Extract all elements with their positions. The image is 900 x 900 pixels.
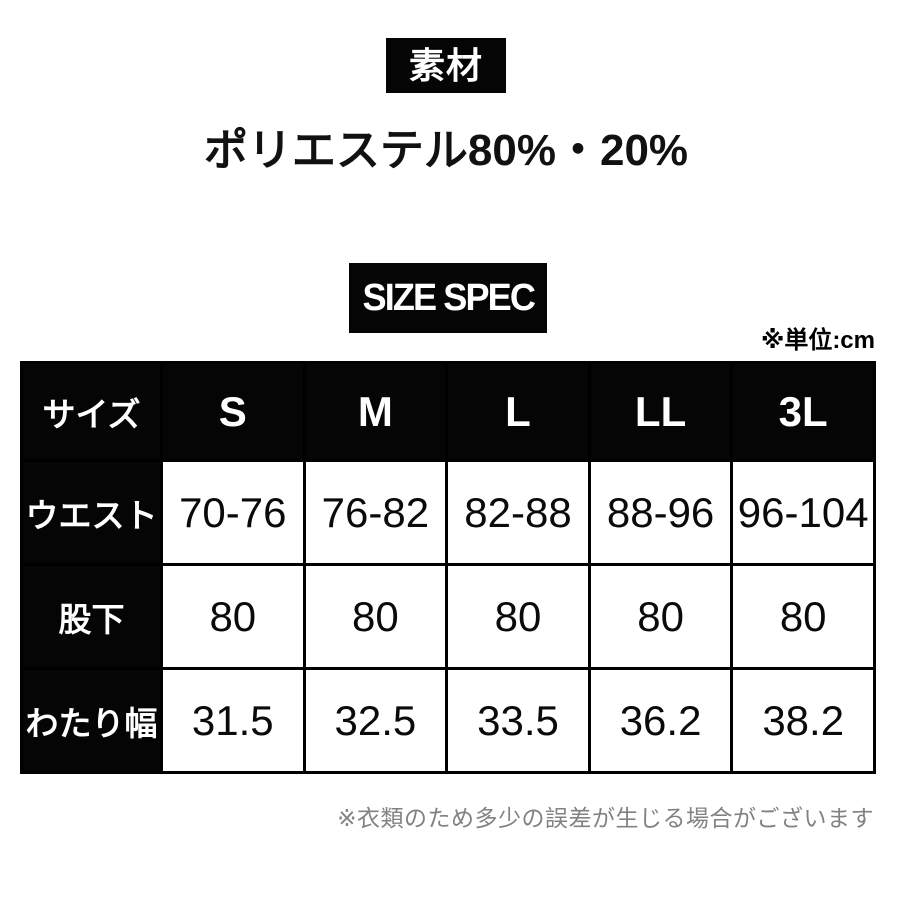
inseam-value-m: 80 [302, 563, 449, 670]
table-row-inseam: 股下 80 80 80 80 80 [20, 563, 876, 670]
inseam-value-3l: 80 [730, 563, 876, 670]
column-header-s: S [160, 361, 306, 462]
size-spec-table-wrap: サイズ S M L LL 3L ウエスト 70-76 76-82 82-88 8… [20, 361, 876, 774]
size-spec-heading-box: SIZE SPEC [349, 263, 547, 333]
waist-value-s: 70-76 [160, 459, 306, 566]
row-label-waist: ウエスト [20, 459, 163, 566]
column-header-ll: LL [587, 361, 734, 462]
size-spec-table: サイズ S M L LL 3L ウエスト 70-76 76-82 82-88 8… [20, 361, 876, 774]
inseam-value-ll: 80 [587, 563, 734, 670]
thigh-value-l: 33.5 [445, 667, 591, 774]
thigh-value-m: 32.5 [302, 667, 449, 774]
corner-cell-size-label: サイズ [20, 361, 163, 462]
table-header-row: サイズ S M L LL 3L [20, 361, 876, 462]
material-heading-box: 素材 [386, 38, 506, 93]
thigh-value-ll: 36.2 [587, 667, 734, 774]
material-composition-text: ポリエステル80%・20% [203, 126, 689, 175]
inseam-value-s: 80 [160, 563, 306, 670]
inseam-value-l: 80 [445, 563, 591, 670]
waist-value-ll: 88-96 [587, 459, 734, 566]
material-heading: 素材 [408, 44, 483, 86]
row-label-thigh-width: わたり幅 [20, 667, 163, 774]
table-row-waist: ウエスト 70-76 76-82 82-88 88-96 96-104 [20, 459, 876, 566]
thigh-value-s: 31.5 [160, 667, 306, 774]
unit-note: ※単位:cm [760, 327, 875, 354]
waist-value-m: 76-82 [302, 459, 449, 566]
waist-value-3l: 96-104 [730, 459, 876, 566]
size-spec-heading: SIZE SPEC [362, 277, 535, 319]
table-row-thigh-width: わたり幅 31.5 32.5 33.5 36.2 38.2 [20, 667, 876, 774]
column-header-l: L [445, 361, 591, 462]
column-header-3l: 3L [730, 361, 876, 462]
thigh-value-3l: 38.2 [730, 667, 876, 774]
column-header-m: M [302, 361, 449, 462]
disclaimer-note: ※衣類のため多少の誤差が生じる場合がございます [337, 805, 874, 831]
waist-value-l: 82-88 [445, 459, 591, 566]
row-label-inseam: 股下 [20, 563, 163, 670]
